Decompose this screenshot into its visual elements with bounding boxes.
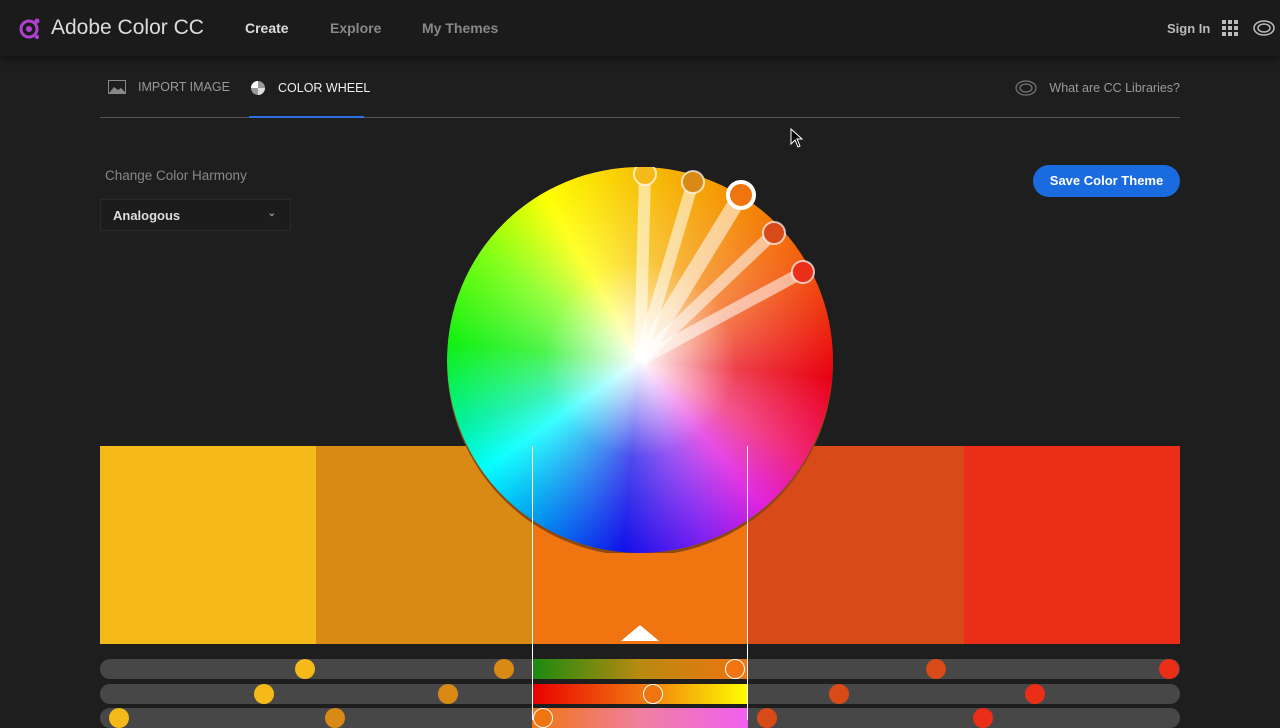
color-handle-1[interactable] xyxy=(633,167,657,186)
selected-swatch-indicator xyxy=(621,625,659,641)
color-handle-2[interactable] xyxy=(681,170,705,194)
sign-in-link[interactable]: Sign In xyxy=(1167,21,1211,36)
slider-row-2[interactable] xyxy=(100,684,1180,704)
swatch-5[interactable] xyxy=(964,446,1180,644)
cc-libraries-link[interactable]: What are CC Libraries? xyxy=(1015,80,1180,96)
tab-label: COLOR WHEEL xyxy=(278,81,371,95)
tab-color-wheel[interactable]: COLOR WHEEL xyxy=(250,80,370,96)
color-wheel-icon xyxy=(251,81,265,95)
tab-import-image[interactable]: IMPORT IMAGE xyxy=(108,80,230,94)
tab-label: IMPORT IMAGE xyxy=(138,80,230,94)
slider-handle[interactable] xyxy=(295,659,316,679)
handle-line xyxy=(635,228,779,365)
mouse-cursor-icon xyxy=(790,128,804,148)
slider-handle[interactable] xyxy=(325,708,346,728)
slider-handle[interactable] xyxy=(725,659,746,679)
top-bar: Adobe Color CC Create Explore My Themes … xyxy=(0,0,1280,56)
chevron-down-icon: ⌄ xyxy=(267,208,276,219)
slider-handle[interactable] xyxy=(828,684,849,704)
color-handle-3[interactable] xyxy=(726,180,756,210)
slider-row-1[interactable] xyxy=(100,659,1180,679)
handle-line xyxy=(634,173,651,361)
image-icon xyxy=(108,80,126,94)
color-wheel[interactable] xyxy=(447,167,833,553)
slider-handle[interactable] xyxy=(1025,684,1046,704)
slider-handle[interactable] xyxy=(642,684,663,704)
creative-cloud-icon xyxy=(1015,80,1037,96)
selected-slider-track[interactable] xyxy=(532,659,748,679)
slider-handle[interactable] xyxy=(437,684,458,704)
selected-slider-track[interactable] xyxy=(532,684,748,704)
harmony-value: Analogous xyxy=(113,208,181,223)
handle-line xyxy=(633,190,748,365)
slider-handle[interactable] xyxy=(532,708,553,728)
brand-name[interactable]: Adobe Color CC xyxy=(51,16,204,39)
cc-libraries-text: What are CC Libraries? xyxy=(1049,81,1180,95)
adobe-color-logo[interactable] xyxy=(18,16,42,40)
selected-slider-track[interactable] xyxy=(532,708,748,728)
source-tabs: IMPORT IMAGE COLOR WHEEL What are CC Lib… xyxy=(100,60,1180,118)
slider-handle[interactable] xyxy=(973,708,994,728)
color-handle-5[interactable] xyxy=(791,260,815,284)
slider-row-3[interactable] xyxy=(100,708,1180,728)
apps-grid-icon[interactable] xyxy=(1222,20,1238,36)
slider-handle[interactable] xyxy=(493,659,514,679)
active-tab-indicator xyxy=(249,116,364,118)
slider-handle[interactable] xyxy=(254,684,275,704)
nav-explore[interactable]: Explore xyxy=(330,20,382,36)
slider-handle[interactable] xyxy=(925,659,946,679)
slider-handle[interactable] xyxy=(1159,659,1180,679)
nav-my-themes[interactable]: My Themes xyxy=(422,20,499,36)
handle-line xyxy=(637,266,806,366)
creative-cloud-icon[interactable] xyxy=(1253,20,1275,36)
color-handle-4[interactable] xyxy=(762,221,786,245)
save-color-theme-button[interactable]: Save Color Theme xyxy=(1033,165,1180,197)
slider-handle[interactable] xyxy=(757,708,778,728)
nav-create[interactable]: Create xyxy=(245,20,289,36)
swatch-1[interactable] xyxy=(100,446,316,644)
harmony-select[interactable]: Analogous ⌄ xyxy=(100,199,291,231)
slider-handle[interactable] xyxy=(109,708,130,728)
harmony-label: Change Color Harmony xyxy=(105,168,247,183)
